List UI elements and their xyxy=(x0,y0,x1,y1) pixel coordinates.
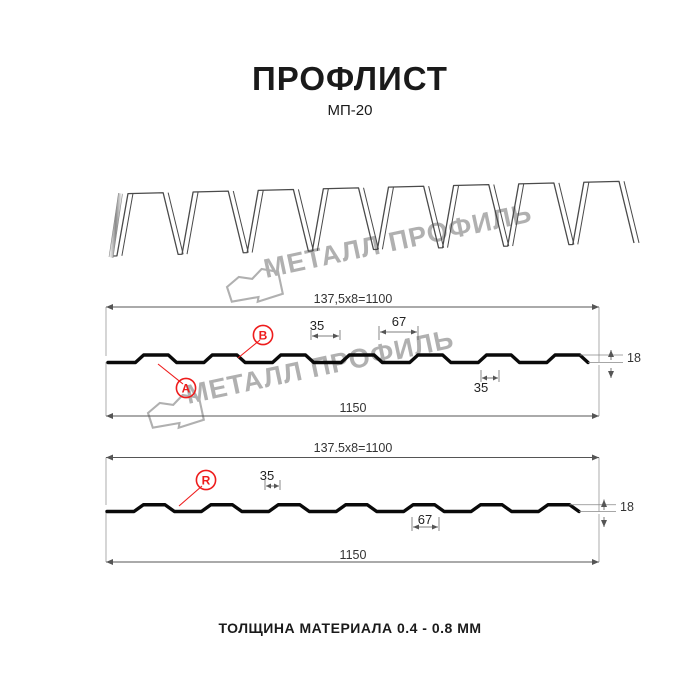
svg-text:МЕТАЛЛ ПРОФИЛЬ: МЕТАЛЛ ПРОФИЛЬ xyxy=(183,324,457,410)
svg-text:ТОЛЩИНА МАТЕРИАЛА 0.4 - 0.8 ММ: ТОЛЩИНА МАТЕРИАЛА 0.4 - 0.8 ММ xyxy=(218,620,481,636)
svg-text:1150: 1150 xyxy=(340,401,367,415)
svg-text:137,5x8=1100: 137,5x8=1100 xyxy=(314,292,393,306)
svg-text:A: A xyxy=(182,382,191,396)
svg-text:35: 35 xyxy=(260,468,274,483)
svg-text:35: 35 xyxy=(474,380,488,395)
svg-text:МП-20: МП-20 xyxy=(328,102,373,119)
svg-text:1150: 1150 xyxy=(340,548,367,562)
svg-text:67: 67 xyxy=(392,314,406,329)
svg-text:B: B xyxy=(259,329,268,343)
svg-text:МЕТАЛЛ ПРОФИЛЬ: МЕТАЛЛ ПРОФИЛЬ xyxy=(261,198,535,284)
svg-text:35: 35 xyxy=(310,318,324,333)
svg-text:ПРОФЛИСТ: ПРОФЛИСТ xyxy=(252,60,448,97)
svg-text:18: 18 xyxy=(627,351,641,365)
svg-text:137.5x8=1100: 137.5x8=1100 xyxy=(314,441,393,455)
svg-text:67: 67 xyxy=(418,512,432,527)
svg-text:R: R xyxy=(202,474,211,488)
svg-text:18: 18 xyxy=(620,500,634,514)
